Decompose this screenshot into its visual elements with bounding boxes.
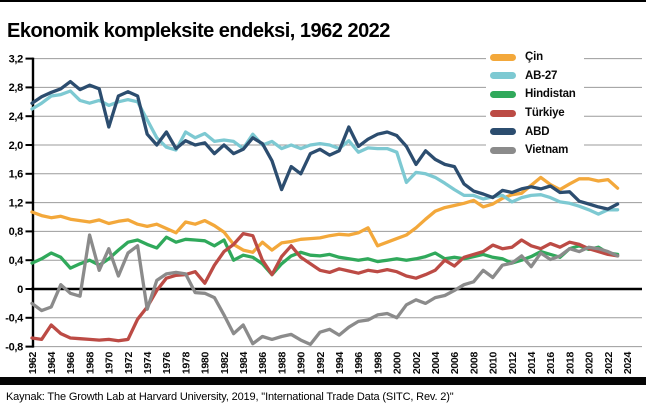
y-tick-label: 2,8	[9, 82, 24, 94]
legend-swatch	[490, 53, 516, 61]
x-tick-label: 1974	[142, 352, 154, 375]
legend-item: Çin	[490, 48, 576, 67]
x-tick-label: 1968	[84, 352, 96, 375]
y-tick-label: -0,4	[5, 313, 24, 325]
x-tick-label: 1970	[104, 352, 116, 375]
series-line-t-rkiye	[30, 231, 620, 343]
legend-label: Çin	[525, 51, 543, 64]
legend-item: ABD	[490, 122, 576, 141]
x-tick-label: 1980	[200, 352, 212, 375]
y-tick-label: 0,4	[9, 255, 25, 267]
series-line-ab-27	[30, 89, 620, 216]
x-tick-label: 1994	[334, 352, 346, 375]
legend-item: Vietnam	[490, 141, 576, 160]
legend-item: Hindistan	[490, 85, 576, 104]
top-rule	[0, 0, 646, 2]
x-tick-label: 2024	[622, 352, 634, 375]
y-tick-label: 1,6	[9, 169, 24, 181]
x-tick-label: 2016	[545, 352, 557, 375]
x-tick-label: 2014	[526, 352, 538, 375]
x-tick-label: 1966	[65, 352, 77, 375]
x-tick-label: 1992	[315, 352, 327, 375]
footer-bar	[0, 377, 646, 385]
x-tick-label: 2006	[449, 352, 461, 375]
x-tick-label: 2002	[411, 352, 423, 375]
y-tick-label: 0	[17, 284, 23, 296]
x-tick-label: 2000	[392, 352, 404, 375]
x-tick-label: 1988	[276, 352, 288, 375]
legend-swatch	[490, 90, 516, 98]
legend-item: AB-27	[490, 67, 576, 86]
x-tick-label: 1998	[372, 352, 384, 375]
legend-swatch	[490, 72, 516, 80]
page-title: Ekonomik kompleksite endeksi, 1962 2022	[7, 20, 390, 43]
series-line-hindistan	[30, 235, 620, 277]
legend-label: Vietnam	[525, 144, 569, 157]
legend-swatch	[490, 146, 516, 154]
x-tick-label: 1986	[257, 352, 269, 375]
legend: Çin AB-27 Hindistan Türkiye ABD Vietnam	[486, 48, 584, 160]
series-line-abd	[30, 79, 620, 211]
series-line-vietnam	[30, 233, 620, 347]
x-tick-label: 1976	[161, 352, 173, 375]
series-line--in	[30, 175, 620, 254]
source-note: Kaynak: The Growth Lab at Harvard Univer…	[6, 391, 454, 403]
y-tick-label: 3,2	[9, 53, 24, 65]
x-tick-label: 1978	[180, 352, 192, 375]
x-tick-label: 2022	[603, 352, 615, 375]
x-tick-label: 1964	[46, 352, 58, 375]
y-tick-label: -0,8	[5, 341, 23, 353]
legend-label: Türkiye	[525, 107, 565, 120]
x-tick-label: 2004	[430, 352, 442, 375]
x-tick-label: 2008	[468, 352, 480, 375]
x-tick-label: 1990	[296, 352, 308, 375]
y-tick-label: 2,4	[9, 111, 25, 123]
y-tick-label: 1,2	[9, 197, 24, 209]
x-tick-label: 2010	[488, 352, 500, 375]
x-tick-label: 2020	[584, 352, 596, 375]
legend-item: Türkiye	[490, 104, 576, 123]
x-tick-label: 1982	[219, 352, 231, 375]
x-tick-label: 2012	[507, 352, 519, 375]
x-tick-label: 1972	[123, 352, 135, 375]
x-tick-label: 1996	[353, 352, 365, 375]
legend-label: Hindistan	[525, 88, 576, 101]
x-tick-label: 2018	[564, 352, 576, 375]
y-tick-label: 2,0	[9, 140, 24, 152]
x-tick-label: 1962	[27, 352, 39, 375]
legend-swatch	[490, 109, 516, 117]
legend-label: ABD	[525, 125, 550, 138]
legend-label: AB-27	[525, 69, 558, 82]
x-tick-label: 1984	[238, 352, 250, 375]
y-tick-label: 0,8	[9, 226, 24, 238]
legend-swatch	[490, 128, 516, 136]
